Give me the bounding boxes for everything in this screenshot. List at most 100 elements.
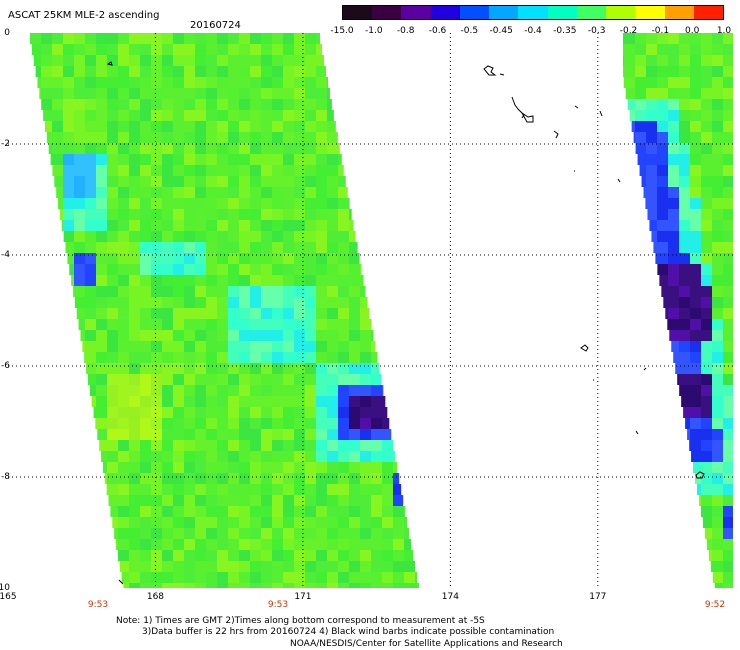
wind-cell: [723, 55, 733, 66]
wind-cell: [679, 220, 690, 231]
wind-cell: [360, 275, 364, 286]
wind-cell: [151, 44, 162, 55]
longitude-label: 171: [294, 592, 312, 602]
wind-cell: [118, 77, 129, 88]
wind-cell: [668, 66, 679, 77]
wind-cell: [305, 110, 316, 121]
wind-cell: [371, 550, 382, 561]
wind-cell: [371, 572, 382, 583]
wind-cell: [261, 418, 272, 429]
wind-cell: [195, 264, 206, 275]
wind-cell: [140, 264, 151, 275]
wind-cell: [107, 66, 118, 77]
wind-cell: [107, 462, 118, 473]
wind-cell: [690, 429, 701, 440]
wind-cell: [690, 363, 701, 374]
wind-cell: [305, 319, 316, 330]
wind-cell: [173, 550, 184, 561]
wind-cell: [272, 253, 283, 264]
wind-cell: [52, 66, 63, 77]
footer-credit: NOAA/NESDIS/Center for Satellite Applica…: [290, 639, 563, 649]
wind-cell: [195, 297, 206, 308]
wind-cell: [228, 77, 239, 88]
wind-cell: [206, 352, 217, 363]
wind-cell: [723, 539, 733, 550]
wind-cell: [206, 209, 217, 220]
wind-cell: [294, 297, 305, 308]
wind-cell: [239, 418, 250, 429]
wind-cell: [184, 308, 195, 319]
wind-cell: [272, 462, 283, 473]
wind-cell: [228, 451, 239, 462]
wind-cell: [261, 495, 272, 506]
wind-cell: [206, 330, 217, 341]
wind-cell: [349, 198, 350, 209]
wind-cell: [283, 198, 294, 209]
wind-cell: [250, 572, 261, 583]
wind-cell: [184, 506, 195, 517]
wind-cell: [96, 33, 107, 44]
wind-cell: [184, 484, 195, 495]
wind-cell: [250, 528, 261, 539]
wind-cell: [360, 572, 371, 583]
wind-cell: [173, 429, 184, 440]
wind-cell: [184, 473, 195, 484]
wind-cell: [228, 418, 239, 429]
wind-cell: [338, 286, 349, 297]
wind-cell: [675, 363, 679, 374]
wind-cell: [360, 484, 371, 495]
pass-time-label: 9:53: [87, 600, 109, 610]
wind-cell: [294, 198, 305, 209]
wind-cell: [305, 440, 316, 451]
wind-cell: [129, 66, 140, 77]
wind-cell: [645, 198, 646, 209]
wind-cell: [140, 561, 151, 572]
wind-cell: [195, 539, 206, 550]
wind-cell: [712, 330, 723, 341]
wind-cell: [723, 66, 733, 77]
wind-cell: [217, 99, 228, 110]
wind-cell: [261, 517, 272, 528]
wind-cell: [239, 451, 250, 462]
wind-cell: [272, 286, 283, 297]
wind-cell: [173, 77, 184, 88]
wind-cell: [228, 121, 239, 132]
wind-cell: [712, 88, 723, 99]
wind-cell: [206, 132, 217, 143]
wind-cell: [74, 275, 85, 286]
wind-cell: [679, 275, 690, 286]
wind-cell: [140, 341, 151, 352]
wind-cell: [52, 154, 63, 165]
wind-cell: [690, 176, 701, 187]
wind-cell: [327, 110, 334, 121]
wind-cell: [283, 363, 294, 374]
wind-cell: [228, 220, 239, 231]
wind-cell: [151, 165, 162, 176]
wind-cell: [85, 176, 96, 187]
wind-cell: [118, 121, 129, 132]
wind-cell: [371, 429, 382, 440]
wind-cell: [217, 275, 228, 286]
wind-cell: [668, 319, 679, 330]
wind-cell: [228, 330, 239, 341]
wind-cell: [657, 242, 668, 253]
wind-cell: [635, 66, 646, 77]
wind-cell: [283, 407, 294, 418]
wind-cell: [338, 407, 349, 418]
wind-cell: [217, 209, 228, 220]
wind-cell: [217, 220, 228, 231]
wind-cell: [206, 429, 217, 440]
wind-cell: [107, 77, 118, 88]
wind-cell: [87, 374, 96, 385]
wind-cell: [665, 308, 668, 319]
wind-cell: [52, 99, 63, 110]
color-scale-swatch: [343, 6, 373, 19]
wind-cell: [74, 253, 85, 264]
wind-cell: [635, 44, 646, 55]
color-scale-swatch: [576, 6, 607, 19]
longitude-label: 174: [441, 592, 459, 602]
wind-cell: [151, 198, 162, 209]
wind-cell: [184, 583, 195, 588]
wind-cell: [712, 352, 723, 363]
color-scale-swatch: [489, 6, 519, 19]
